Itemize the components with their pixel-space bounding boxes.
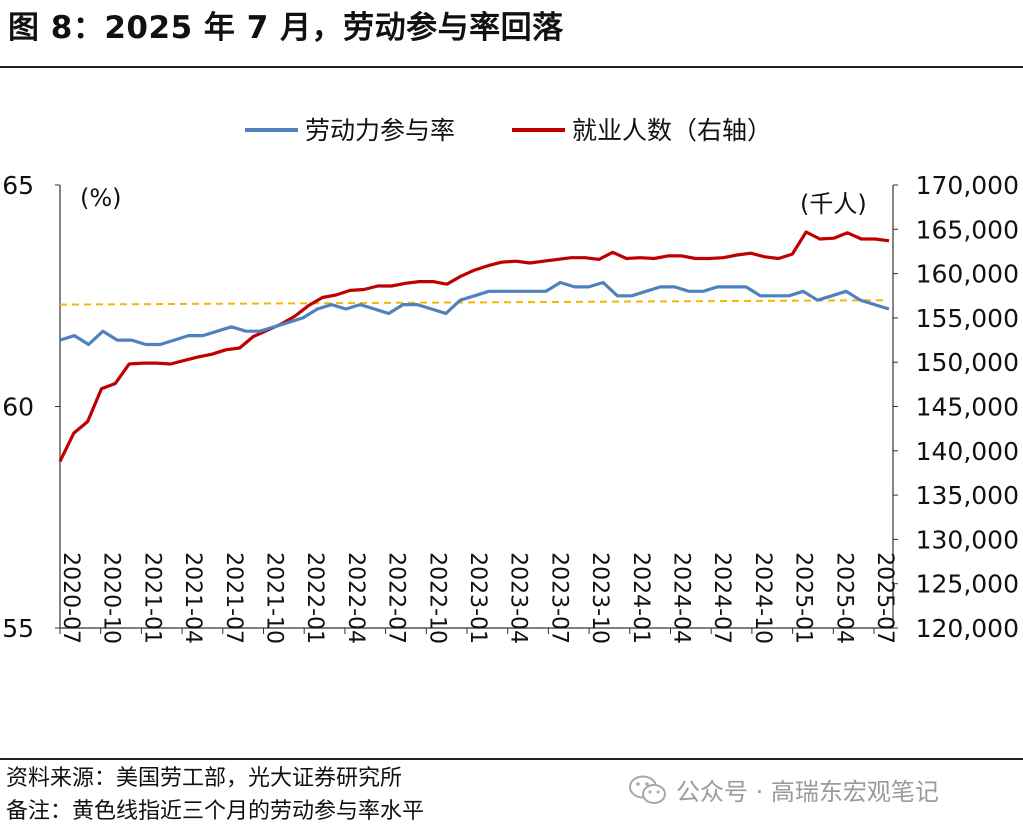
x-tick-label: 2023-10 [587, 552, 612, 644]
x-tick-label: 2023-01 [465, 552, 490, 644]
right-tick-label: 155,000 [916, 304, 1019, 333]
wechat-watermark: 公众号 · 高瑞东宏观笔记 [628, 772, 939, 807]
left-axis-unit: (%) [80, 184, 122, 212]
lfpr-line [59, 280, 890, 347]
legend-label-employment: 就业人数（右轴） [572, 116, 772, 145]
x-tick-label: 2025-01 [791, 552, 816, 644]
employment-line [58, 230, 890, 463]
right-tick-label: 120,000 [916, 614, 1019, 643]
right-tick-label: 160,000 [916, 260, 1019, 289]
x-tick-label: 2025-07 [872, 552, 897, 644]
x-tick-label: 2022-01 [302, 552, 327, 644]
right-tick-label: 140,000 [916, 437, 1019, 466]
x-tick-label: 2022-04 [343, 552, 368, 644]
x-tick-label: 2020-10 [99, 552, 124, 644]
chart-title: 图 8：2025 年 7 月，劳动参与率回落 [8, 10, 564, 46]
right-tick-label: 135,000 [916, 481, 1019, 510]
x-tick-label: 2022-10 [424, 552, 449, 644]
wechat-icon [629, 775, 666, 804]
left-tick-label: 60 [2, 393, 34, 422]
x-tick-label: 2021-04 [180, 552, 205, 644]
footnote: 备注：黄色线指近三个月的劳动参与率水平 [6, 799, 425, 824]
x-tick-label: 2024-01 [628, 552, 653, 644]
x-tick-label: 2025-04 [831, 552, 856, 644]
x-tick-label: 2024-10 [750, 552, 775, 644]
x-tick-label: 2021-10 [262, 552, 287, 644]
right-tick-label: 125,000 [916, 570, 1019, 599]
right-tick-label: 145,000 [916, 393, 1019, 422]
left-tick-label: 55 [2, 614, 34, 643]
x-tick-label: 2024-07 [709, 552, 734, 644]
x-tick-label: 2020-07 [58, 552, 83, 644]
right-tick-label: 130,000 [916, 525, 1019, 554]
title-divider [0, 66, 1023, 68]
right-tick-label: 170,000 [916, 171, 1019, 200]
x-tick-label: 2021-01 [139, 552, 164, 644]
x-tick-label: 2023-07 [546, 552, 571, 644]
right-axis-unit: (千人) [800, 190, 867, 218]
watermark-text: 公众号 · 高瑞东宏观笔记 [676, 778, 939, 806]
footer-divider [0, 758, 1023, 760]
left-tick-label: 65 [2, 171, 34, 200]
right-tick-label: 150,000 [916, 348, 1019, 377]
reference-line [59, 299, 889, 306]
chart-area: 65 60 55 170,000 165,000 160,000 155,000 150,00… [2, 116, 1019, 644]
right-tick-label: 165,000 [916, 215, 1019, 244]
x-tick-label: 2022-07 [384, 552, 409, 644]
x-tick-label: 2023-04 [506, 552, 531, 644]
source-note: 资料来源：美国劳工部，光大证券研究所 [6, 766, 403, 791]
legend-label-lfpr: 劳动力参与率 [305, 116, 455, 145]
x-tick-label: 2021-07 [221, 552, 246, 644]
x-tick-label: 2024-04 [669, 552, 694, 644]
